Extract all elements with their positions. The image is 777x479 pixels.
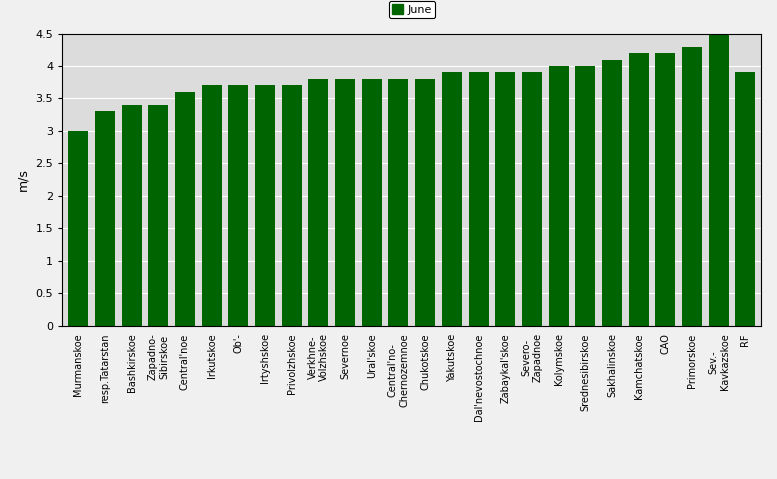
Bar: [201, 85, 221, 326]
Bar: [148, 105, 169, 326]
Bar: [335, 79, 355, 326]
Bar: [629, 53, 649, 326]
Bar: [282, 85, 301, 326]
Bar: [575, 66, 595, 326]
Bar: [255, 85, 275, 326]
Bar: [415, 79, 435, 326]
Bar: [442, 72, 462, 326]
Bar: [495, 72, 515, 326]
Bar: [709, 34, 729, 326]
Bar: [736, 72, 755, 326]
Bar: [362, 79, 382, 326]
Bar: [95, 112, 115, 326]
Bar: [655, 53, 675, 326]
Bar: [549, 66, 569, 326]
Bar: [682, 46, 702, 326]
Bar: [121, 105, 141, 326]
Bar: [522, 72, 542, 326]
Bar: [68, 131, 88, 326]
Bar: [308, 79, 329, 326]
Y-axis label: m/s: m/s: [17, 168, 30, 191]
Bar: [228, 85, 249, 326]
Bar: [388, 79, 409, 326]
Bar: [602, 59, 622, 326]
Legend: June: June: [388, 1, 435, 18]
Bar: [469, 72, 489, 326]
Bar: [175, 92, 195, 326]
